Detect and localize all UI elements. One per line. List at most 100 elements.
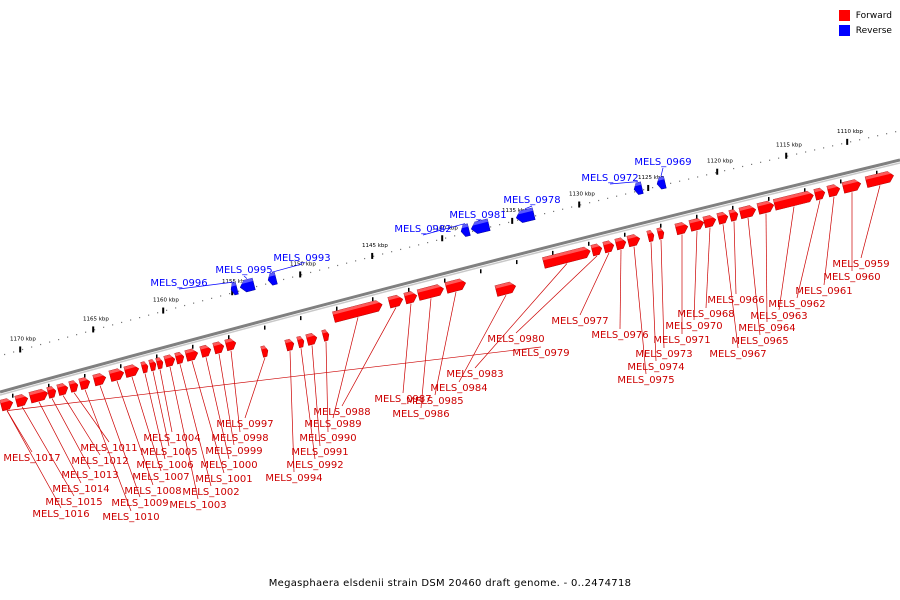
leader-line [6,410,33,453]
backbone-tick [624,232,626,237]
leader-line [609,181,639,185]
leader-line [332,317,359,419]
scale-dot [760,161,762,163]
gene-label: MELS_1007 [132,472,189,483]
forward-gene-arrow [0,397,14,412]
gene-label: MELS_0973 [635,349,692,360]
legend-forward: Forward [838,8,892,23]
leader-line [144,373,166,460]
scale-dot [715,172,717,174]
scale-dot [256,285,258,288]
gene-label: MELS_0998 [211,433,268,444]
leader-line [722,224,739,349]
backbone-tick [444,278,446,283]
forward-gene-arrow [296,335,305,349]
gene-label: MELS_1003 [169,500,226,511]
kbp-tick [231,289,234,296]
leader-line [271,263,303,273]
kbp-tick [371,252,374,259]
leader-line [765,213,768,323]
forward-gene-arrow [728,208,739,222]
scale-dot [40,343,42,346]
kbp-tick [785,152,788,159]
backbone-tick [732,205,734,210]
leader-line [474,263,568,369]
forward-gene-arrow [602,239,615,254]
scale-dot [877,135,879,137]
scale-dot [778,157,780,159]
scale-dot [58,338,60,341]
forward-gene-arrow [14,393,29,408]
leader-line [733,221,737,295]
scale-dot [796,153,798,155]
forward-gene-arrow [826,183,841,198]
leader-line [705,227,711,309]
leader-line [6,410,62,509]
gene-label: MELS_0972 [581,173,638,184]
reverse-gene-arrow [459,223,471,237]
forward-gene-arrow [542,245,591,269]
gene-label: MELS_1017 [3,453,60,464]
scale-dot [643,189,645,191]
leader-line [579,252,610,316]
forward-gene-arrow [199,344,212,358]
scale-dot [499,224,501,226]
leader-line [179,364,212,487]
leader-line [21,406,75,497]
scale-dot [184,304,186,307]
gene-label: MELS_0988 [313,407,370,418]
reverse-swatch [838,25,850,36]
reverse-gene-arrow [266,272,278,286]
leader-line [778,206,795,311]
gene-label: MELS_0995 [215,265,272,276]
gene-label: MELS_1006 [136,460,193,471]
gene-label: MELS_0994 [265,473,322,484]
scale-dot [409,246,411,248]
forward-gene-arrow [772,189,814,211]
forward-gene-arrow [688,217,705,232]
backbone-tick [696,214,698,219]
gene-label: MELS_1010 [102,512,159,523]
kbp-tick-label: 1115 kbp [776,143,802,149]
backbone-tick [300,316,302,321]
leader-line [191,360,225,474]
leader-line [218,353,235,446]
gene-label: MELS_0982 [394,224,451,235]
scale-dot [589,202,591,204]
leader-line [434,291,457,396]
scale-dot [508,221,510,224]
gene-label: MELS_0965 [731,336,788,347]
forward-gene-arrow [813,187,826,201]
leader-line [402,303,412,394]
leader-line [152,371,170,447]
scale-dot [49,341,51,343]
gene-label: MELS_0974 [627,362,684,373]
forward-gene-arrow [416,283,444,301]
kbp-tick [716,168,719,175]
forward-gene-arrow [123,363,140,378]
kbp-tick-label: 1135 kbp [502,208,528,214]
label-leader-lines [6,167,881,512]
leader-line [660,167,664,177]
gene-label: MELS_1005 [140,447,197,458]
scale-dot [382,253,384,255]
scale-dot [130,319,132,321]
backbone-tick [12,393,14,398]
backbone-tick [840,179,842,184]
kbp-tick [162,307,165,314]
leader-line [420,298,432,409]
gene-label: MELS_1000 [200,460,257,471]
forward-gene-arrow [28,387,49,404]
leader-line [38,401,82,484]
leader-line [823,196,835,286]
backbone-tick [156,354,158,359]
scale-dot [193,302,195,304]
leader-line [860,185,881,259]
scale-dot [67,336,69,338]
scale-dot [580,204,582,206]
scale-dot [148,314,150,316]
scale-dot [166,309,168,311]
scale-dot [139,316,141,319]
leader-line [477,219,481,222]
backbone-tick [552,250,554,255]
